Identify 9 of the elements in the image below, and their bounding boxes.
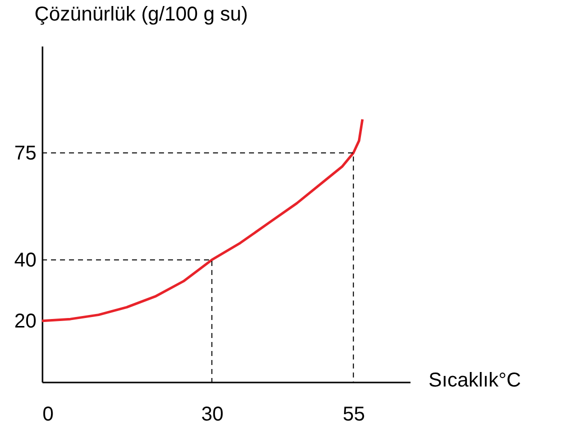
y-tick-label: 40: [14, 249, 36, 272]
x-tick-label: 55: [342, 404, 366, 426]
line-series: [40, 118, 364, 322]
y-axis-title: Çözünürlük (g/100 g su): [34, 4, 248, 26]
x-tick-label: 0: [42, 404, 54, 426]
y-tick-label: 20: [14, 310, 36, 332]
y-tick-label: 75: [14, 142, 36, 164]
x-tick-label: 30: [201, 404, 224, 426]
x-axis-title: Sıcaklık°C: [428, 370, 521, 392]
